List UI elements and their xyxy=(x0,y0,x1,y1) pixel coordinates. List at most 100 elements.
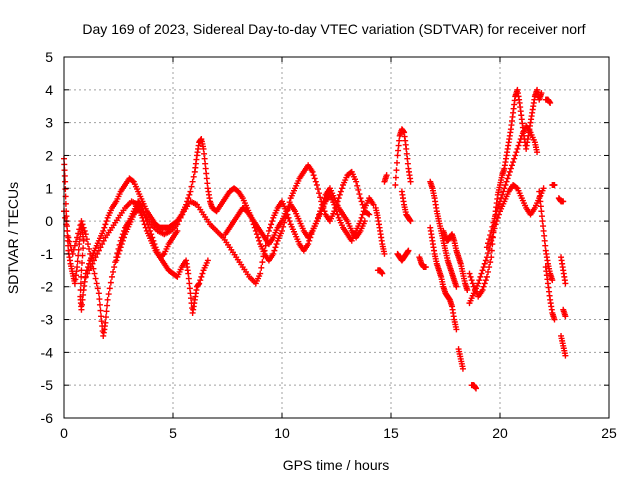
data-point xyxy=(498,195,505,202)
data-point xyxy=(255,234,262,241)
data-point xyxy=(392,174,399,181)
data-point xyxy=(258,264,265,271)
data-point xyxy=(79,252,86,259)
data-point xyxy=(479,267,486,274)
data-point xyxy=(84,270,91,277)
data-point xyxy=(262,242,269,249)
data-point xyxy=(513,149,520,156)
data-point xyxy=(334,211,341,218)
data-point xyxy=(316,211,323,218)
x-tick-label: 0 xyxy=(60,425,68,441)
data-point xyxy=(383,172,390,179)
data-point xyxy=(97,307,104,314)
data-point xyxy=(74,234,81,241)
data-point xyxy=(309,168,316,175)
data-point xyxy=(89,260,96,267)
data-point xyxy=(480,264,487,271)
data-point xyxy=(360,208,367,215)
x-tick-labels: 0 5 10 15 20 25 xyxy=(60,425,617,441)
data-point xyxy=(490,219,497,226)
data-point xyxy=(313,218,320,225)
data-point xyxy=(120,234,127,241)
data-point xyxy=(467,273,474,280)
data-point xyxy=(493,208,500,215)
data-point xyxy=(485,240,492,247)
data-point xyxy=(501,185,508,192)
data-point xyxy=(489,223,496,230)
chart-title: Day 169 of 2023, Sidereal Day-to-day VTE… xyxy=(82,21,585,37)
data-point xyxy=(256,237,263,244)
data-point xyxy=(114,254,121,261)
data-point xyxy=(77,280,84,287)
data-point xyxy=(117,244,124,251)
data-point xyxy=(102,314,109,321)
data-point xyxy=(483,254,490,261)
data-point xyxy=(361,218,368,225)
data-point xyxy=(549,277,556,284)
data-point xyxy=(337,188,344,195)
data-point xyxy=(485,268,492,275)
data-point xyxy=(466,270,473,277)
data-point xyxy=(197,277,204,284)
data-point xyxy=(492,211,499,218)
data-point xyxy=(102,221,109,228)
data-point xyxy=(86,245,93,252)
data-point xyxy=(80,245,87,252)
data-point xyxy=(312,178,319,185)
data-point xyxy=(268,221,275,228)
x-tick-label: 25 xyxy=(601,425,617,441)
data-point xyxy=(562,280,569,287)
data-point xyxy=(511,155,518,162)
data-point xyxy=(453,326,460,333)
data-point xyxy=(106,285,113,292)
data-point xyxy=(87,250,94,257)
data-point xyxy=(199,270,206,277)
y-axis-label: SDTVAR / TECUs xyxy=(5,182,21,294)
data-point xyxy=(99,241,106,248)
plot-frame xyxy=(63,56,610,419)
data-point xyxy=(113,257,120,264)
data-point xyxy=(103,218,110,225)
data-point xyxy=(116,247,123,254)
data-point xyxy=(305,241,312,248)
data-point xyxy=(110,268,117,275)
data-point xyxy=(551,316,558,323)
data-point xyxy=(370,201,377,208)
data-point xyxy=(358,214,365,221)
data-point xyxy=(422,264,429,271)
data-point xyxy=(198,273,205,280)
data-point xyxy=(190,173,197,180)
data-point xyxy=(160,251,167,258)
data-point xyxy=(482,277,489,284)
data-point xyxy=(321,195,328,202)
data-point xyxy=(491,215,498,222)
data-point xyxy=(261,247,268,254)
data-point xyxy=(495,201,502,208)
data-point xyxy=(188,183,195,190)
data-point xyxy=(177,214,184,221)
data-point xyxy=(95,290,102,297)
data-point xyxy=(118,241,125,248)
data-points xyxy=(61,86,569,392)
data-point xyxy=(379,270,386,277)
data-point xyxy=(473,385,480,392)
data-point xyxy=(560,198,567,205)
data-point xyxy=(503,178,510,185)
data-point xyxy=(74,264,81,271)
data-point xyxy=(93,280,100,287)
data-point xyxy=(272,244,279,251)
data-point xyxy=(483,244,490,251)
data-point xyxy=(507,165,514,172)
data-point xyxy=(357,195,364,202)
data-point xyxy=(353,178,360,185)
data-point xyxy=(506,168,513,175)
data-point xyxy=(481,260,488,267)
data-point xyxy=(314,186,321,193)
data-point xyxy=(538,90,545,97)
data-point xyxy=(354,182,361,189)
data-point xyxy=(111,264,118,271)
data-point xyxy=(115,250,122,257)
data-point xyxy=(94,285,101,292)
data-point xyxy=(82,231,89,238)
